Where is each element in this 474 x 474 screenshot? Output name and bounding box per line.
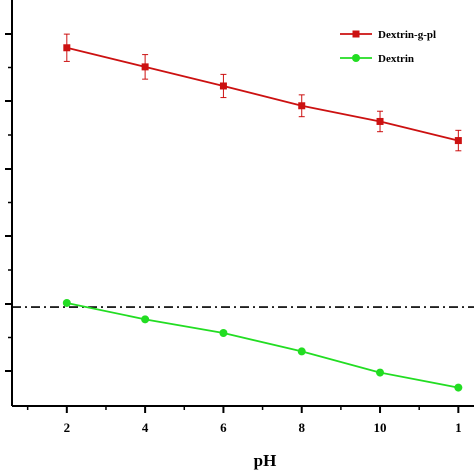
series-line: [66, 302, 459, 389]
legend-marker: [352, 30, 360, 38]
data-point: [376, 117, 384, 125]
series-layer: [62, 33, 463, 392]
legend-marker: [352, 54, 360, 62]
legend-label: Dextrin-g-pl: [378, 29, 436, 41]
x-tick-labels: 2 4 6 8 10 1: [64, 420, 462, 435]
x-tick-label: 8: [298, 420, 305, 435]
series-line: [66, 46, 459, 142]
data-point: [298, 102, 306, 110]
x-tick-label: 6: [220, 420, 227, 435]
x-tick-label: 1: [455, 420, 462, 435]
legend: Dextrin-g-pl Dextrin: [340, 29, 436, 65]
x-tick-label: 10: [374, 420, 387, 435]
data-point: [63, 44, 71, 52]
data-point: [297, 347, 306, 356]
data-point: [62, 298, 71, 307]
data-point: [141, 63, 149, 71]
series-1: [62, 298, 463, 392]
series-0: [63, 33, 462, 152]
data-point: [219, 82, 227, 90]
legend-item-1: Dextrin: [340, 53, 414, 65]
data-point: [141, 315, 150, 324]
x-tick-label: 2: [64, 420, 71, 435]
data-point: [454, 137, 462, 145]
data-point: [376, 368, 385, 377]
axes: [5, 0, 474, 413]
legend-label: Dextrin: [378, 53, 414, 65]
legend-item-0: Dextrin-g-pl: [340, 29, 436, 41]
data-point: [454, 383, 463, 392]
data-point: [219, 328, 228, 337]
x-tick-label: 4: [142, 420, 149, 435]
x-axis-title: pH: [254, 451, 277, 470]
